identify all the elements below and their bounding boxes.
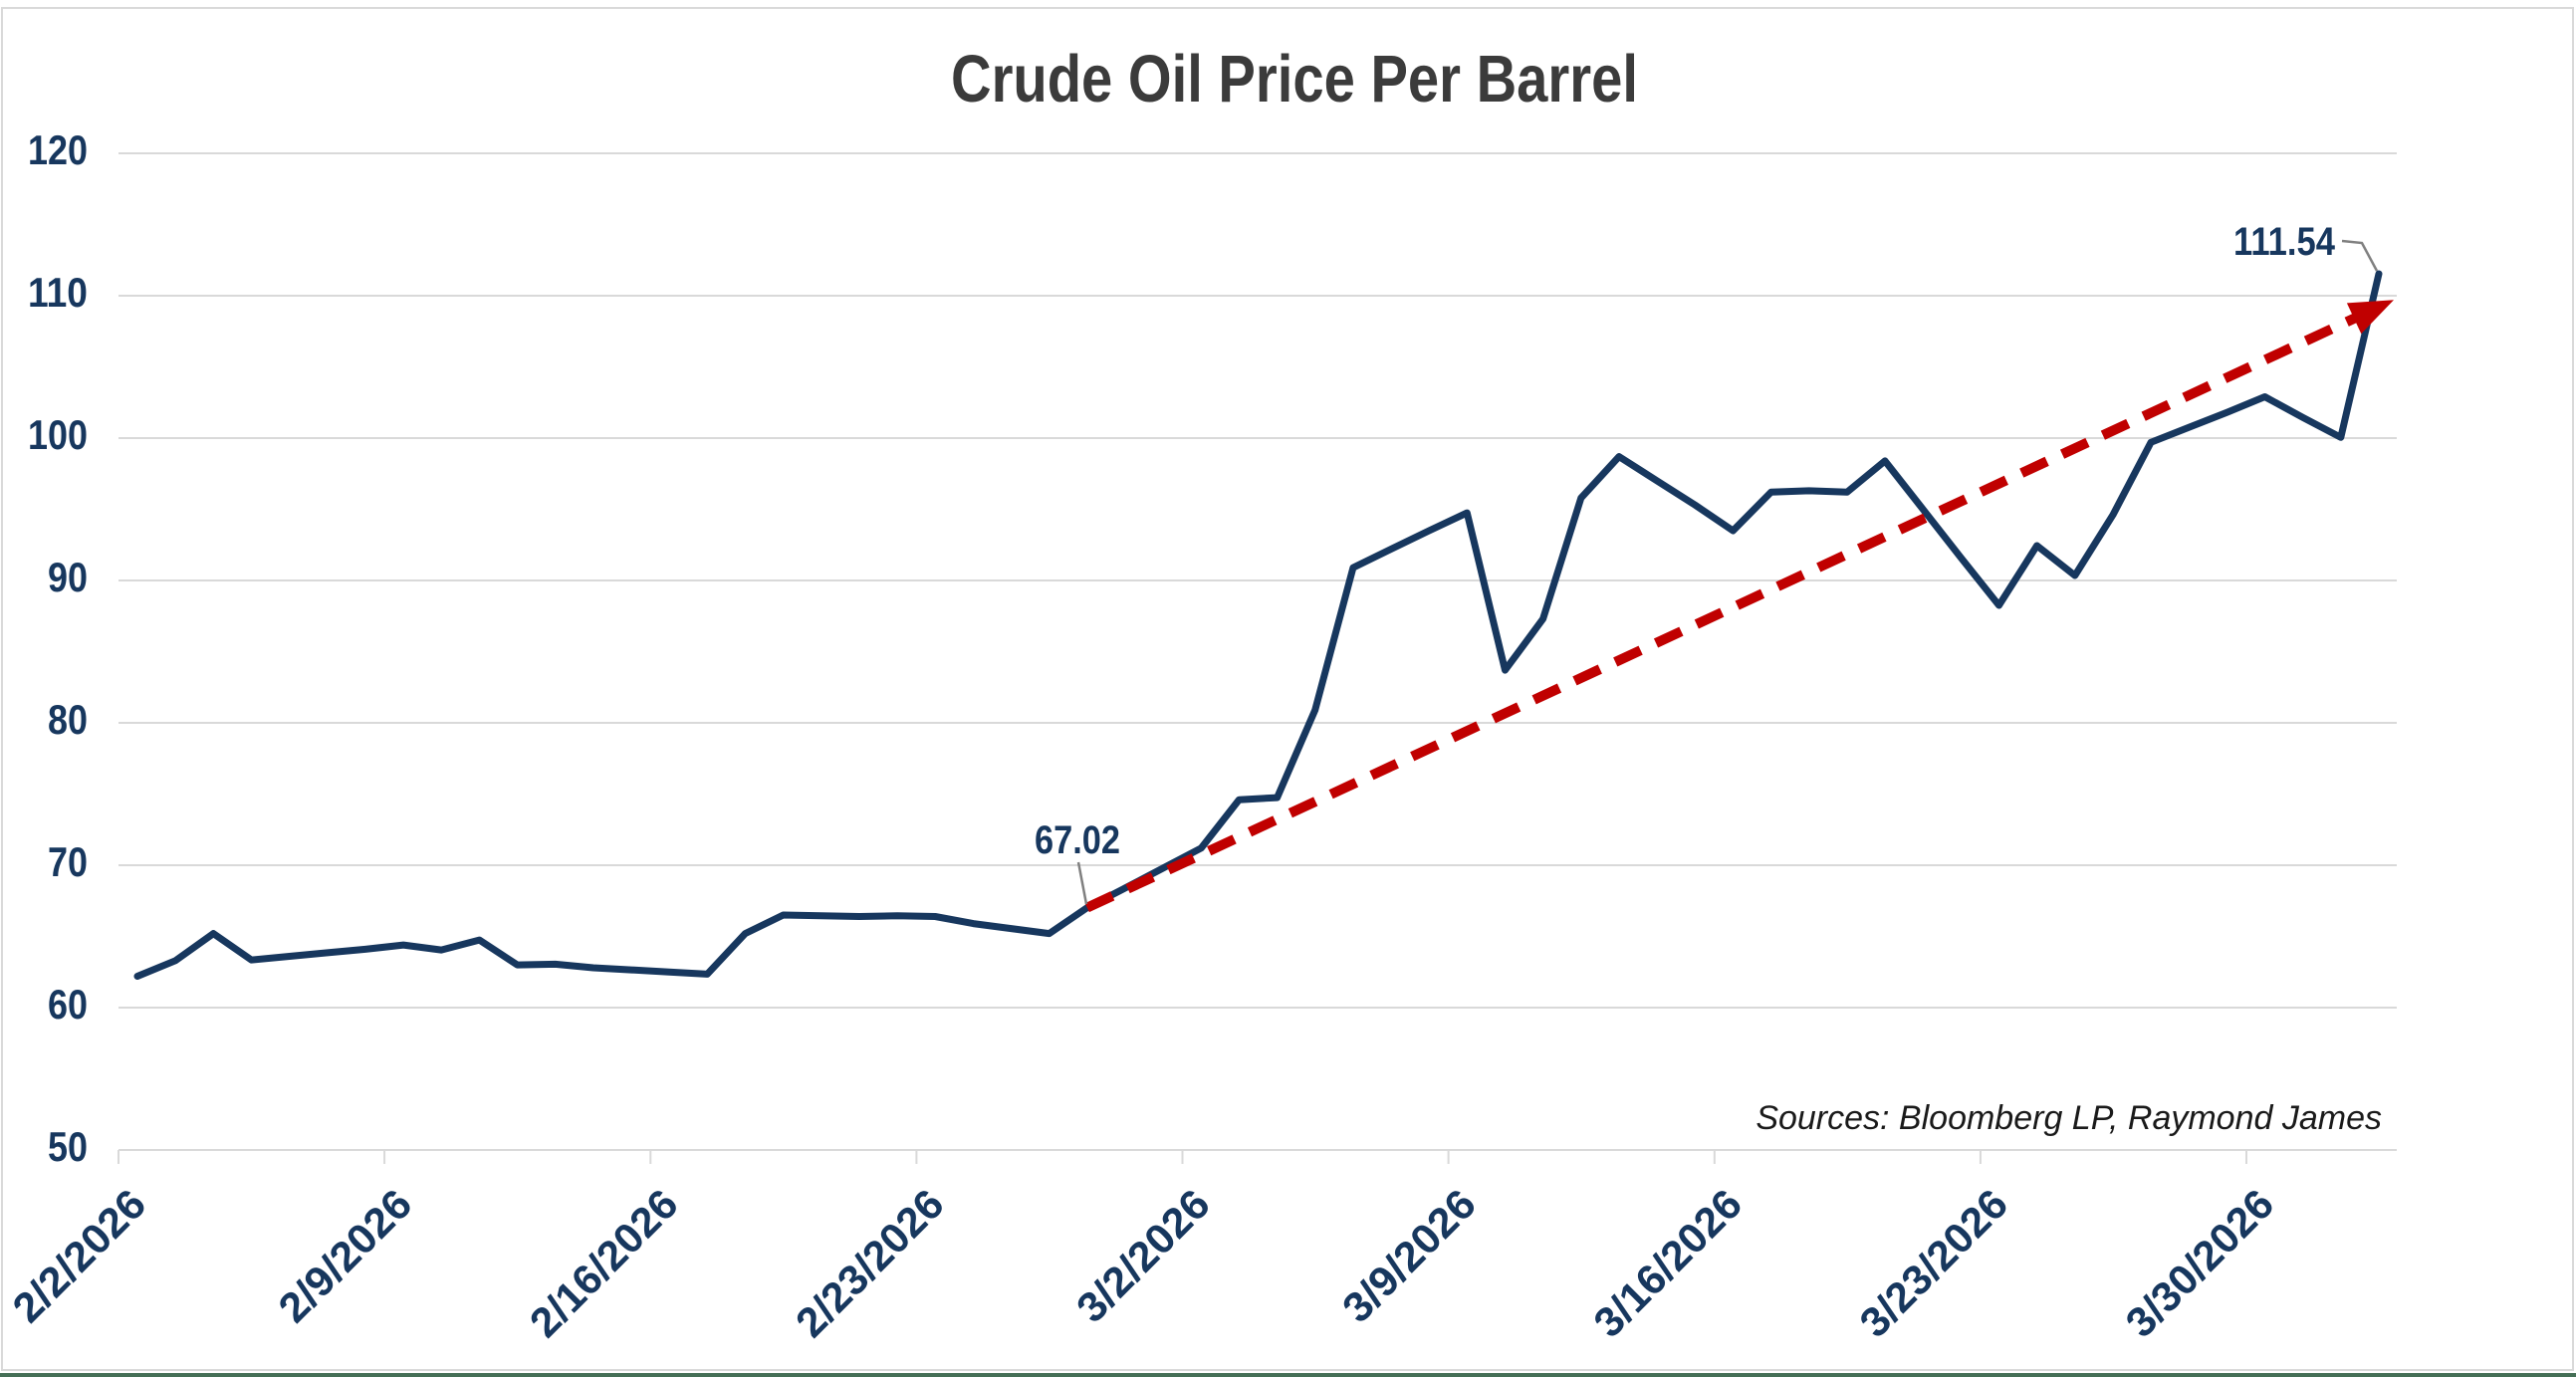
annotation-67-02: 67.02 (1035, 818, 1120, 862)
price-line (133, 270, 2383, 980)
x-axis-label: 2/23/2026 (787, 1180, 953, 1346)
trend-line (1084, 306, 2373, 913)
x-axis-label: 3/16/2026 (1584, 1180, 1751, 1346)
y-axis-label-110: 110 (28, 269, 88, 316)
trend-arrowhead (2346, 300, 2394, 335)
x-axis-label: 3/9/2026 (1333, 1180, 1485, 1331)
x-axis-label: 3/23/2026 (1850, 1180, 2016, 1346)
x-axis-label: 2/16/2026 (521, 1180, 687, 1346)
chart-frame (0, 7, 2576, 1377)
trend-layer (1084, 300, 2394, 913)
y-axis-label-120: 120 (28, 126, 88, 173)
series-layer (133, 270, 2383, 980)
callout-line-67 (1076, 861, 1088, 905)
y-axis-label-100: 100 (28, 411, 88, 458)
source-note: Sources: Bloomberg LP, Raymond James (1756, 1099, 2382, 1137)
annotation-111-54: 111.54 (2233, 220, 2336, 264)
x-axis: 2/2/2026 2/9/2026 2/16/2026 2/23/2026 3/2/20… (3, 1150, 2282, 1346)
y-axis-label-60: 60 (48, 981, 88, 1028)
grid-layer (118, 152, 2397, 1151)
y-axis-label-50: 50 (48, 1123, 88, 1170)
y-axis-label-90: 90 (48, 554, 88, 600)
callout-layer: 67.02 111.54 (1035, 220, 2379, 905)
x-axis-label: 2/9/2026 (269, 1180, 420, 1331)
chart-title: Crude Oil Price Per Barrel (951, 42, 1638, 116)
y-axis-label-80: 80 (48, 696, 88, 743)
y-axis-label-70: 70 (48, 838, 88, 885)
chart-border (1, 7, 2574, 1371)
x-axis-label: 3/2/2026 (1067, 1180, 1219, 1331)
callout-line-111 (2341, 239, 2379, 272)
x-axis-label: 2/2/2026 (3, 1180, 154, 1331)
bottom-accent-bar (0, 1373, 2576, 1377)
x-axis-label: 3/30/2026 (2116, 1180, 2282, 1346)
y-axis-labels: 50 60 70 80 90 100 110 120 (28, 126, 88, 1170)
